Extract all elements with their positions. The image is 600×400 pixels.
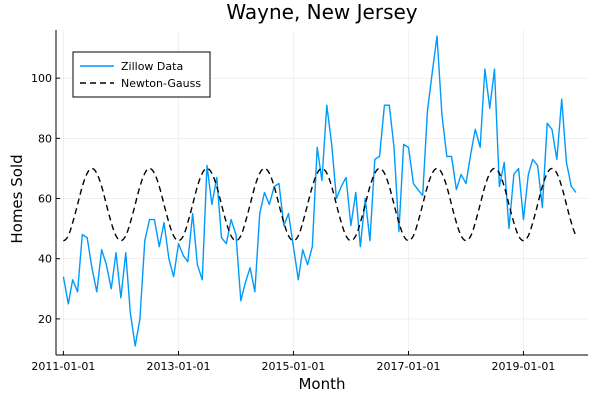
x-tick-label: 2011-01-01 [31,360,95,373]
series-line-zillow-data [62,35,577,347]
legend-label-newton-gauss: Newton-Gauss [121,77,201,90]
legend-box [72,51,211,98]
legend: Zillow Data Newton-Gauss [72,51,211,98]
series-line-newton-gauss [63,167,577,242]
y-tick-label: 100 [31,72,52,85]
series-lines [62,35,577,347]
y-tick-label: 60 [38,193,52,206]
x-tick-label: 2015-01-01 [261,360,325,373]
legend-label-zillow: Zillow Data [121,60,183,73]
axes [55,30,588,356]
y-tick-label: 80 [38,132,52,145]
x-tick-label: 2013-01-01 [147,360,211,373]
x-axis-title: Month [298,375,345,393]
y-tick-label: 20 [38,313,52,326]
y-axis-title: Homes Sold [8,154,26,243]
tick-labels: 2011-01-01 2013-01-01 2015-01-01 2017-01-01… [31,72,555,373]
gridlines [56,30,588,355]
chart-title: Wayne, New Jersey [226,0,417,24]
x-tick-label: 2019-01-01 [491,360,555,373]
y-tick-label: 40 [38,253,52,266]
x-tick-label: 2017-01-01 [377,360,441,373]
